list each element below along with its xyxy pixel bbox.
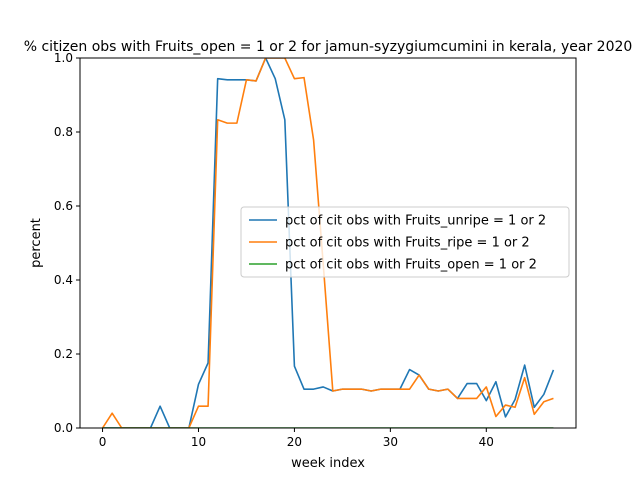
x-axis-label: week index <box>291 456 365 471</box>
legend-label: pct of cit obs with Fruits_ripe = 1 or 2 <box>285 236 530 251</box>
series-layer <box>101 58 555 428</box>
y-tick-label: 1.0 <box>54 51 73 65</box>
chart-title: % citizen obs with Fruits_open = 1 or 2 … <box>24 39 633 55</box>
y-tick-label: 0.6 <box>54 199 73 213</box>
x-tick-label: 40 <box>479 435 494 449</box>
x-axis: 0 10 20 30 40 <box>99 428 494 449</box>
series-line-1 <box>102 58 555 428</box>
legend-box <box>240 206 570 278</box>
y-tick-label: 0.4 <box>54 273 73 287</box>
x-tick-label: 20 <box>287 435 302 449</box>
x-tick-label: 30 <box>383 435 398 449</box>
x-tick-label: 10 <box>191 435 206 449</box>
y-tick-label: 0.2 <box>54 347 73 361</box>
y-axis-label: percent <box>29 218 44 268</box>
y-tick-label: 0.0 <box>54 421 73 435</box>
x-tick-label: 0 <box>99 435 107 449</box>
series-line-2 <box>101 58 554 428</box>
y-axis: 0.0 0.2 0.4 0.6 0.8 1.0 <box>54 51 80 435</box>
plot-frame <box>79 57 577 429</box>
legend: pct of cit obs with Fruits_unripe = 1 or… <box>240 206 570 278</box>
y-tick-label: 0.8 <box>54 125 73 139</box>
legend-label: pct of cit obs with Fruits_unripe = 1 or… <box>285 214 546 229</box>
legend-label: pct of cit obs with Fruits_open = 1 or 2 <box>285 258 537 273</box>
